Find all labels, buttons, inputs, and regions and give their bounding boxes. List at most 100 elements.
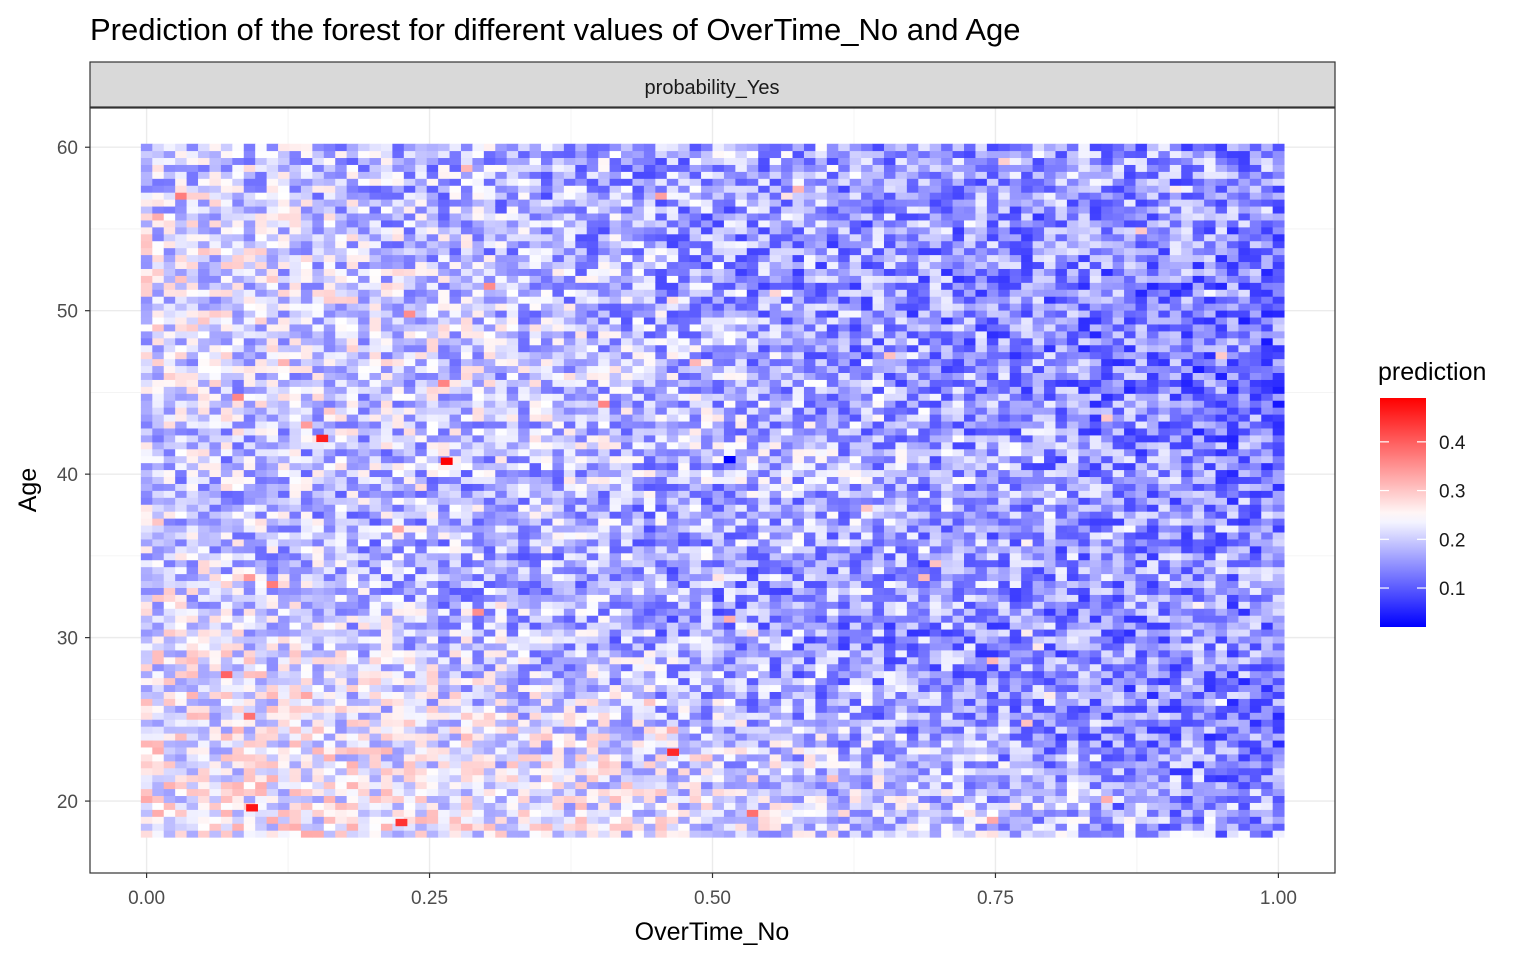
heatmap-tile xyxy=(403,615,416,623)
heatmap-tile xyxy=(438,171,450,179)
heatmap-tile xyxy=(346,344,359,353)
heatmap-tile xyxy=(198,476,210,484)
heatmap-tile xyxy=(140,670,153,679)
heatmap-tile xyxy=(358,358,370,367)
heatmap-tile xyxy=(335,233,348,242)
heatmap-tile xyxy=(552,455,565,464)
heatmap-tile xyxy=(220,171,233,179)
heatmap-tile xyxy=(438,726,450,734)
heatmap-tile xyxy=(438,226,450,235)
heatmap-tile xyxy=(312,795,325,803)
heatmap-tile xyxy=(449,421,462,429)
heatmap-tile xyxy=(335,566,348,575)
heatmap-tile xyxy=(449,802,462,810)
heatmap-tile xyxy=(403,691,416,699)
heatmap-tile xyxy=(278,830,290,838)
heatmap-tile xyxy=(678,823,691,831)
heatmap-tile xyxy=(438,691,450,699)
heatmap-tile xyxy=(632,518,645,526)
heatmap-tile xyxy=(575,462,588,471)
heatmap-tile xyxy=(415,698,428,706)
heatmap-tile xyxy=(266,774,279,783)
heatmap-tile xyxy=(563,303,576,311)
heatmap-tile xyxy=(163,615,176,623)
heatmap-tile xyxy=(655,552,668,561)
heatmap-tile xyxy=(163,580,176,588)
heatmap-tile xyxy=(632,268,645,276)
heatmap-tile xyxy=(186,511,199,519)
heatmap-tile xyxy=(632,261,645,269)
heatmap-tile xyxy=(506,358,519,367)
heatmap-tile xyxy=(198,788,210,797)
heatmap-tile xyxy=(472,185,485,193)
heatmap-tile xyxy=(701,441,713,450)
heatmap-tile xyxy=(152,143,165,152)
heatmap-tile xyxy=(621,504,633,512)
heatmap-tile xyxy=(152,372,165,380)
heatmap-tile xyxy=(506,629,519,637)
heatmap-tile xyxy=(586,344,599,353)
heatmap-tile xyxy=(598,171,610,179)
heatmap-tile xyxy=(609,351,622,360)
heatmap-tile xyxy=(175,726,187,734)
heatmap-tile xyxy=(552,643,565,651)
heatmap-tile xyxy=(541,476,553,484)
heatmap-tile xyxy=(243,240,256,249)
heatmap-tile xyxy=(666,462,679,471)
heatmap-tile xyxy=(243,670,256,679)
heatmap-tile xyxy=(186,435,199,443)
heatmap-tile xyxy=(140,206,153,214)
heatmap-tile xyxy=(643,254,656,263)
heatmap-tile xyxy=(609,178,622,186)
heatmap-tile xyxy=(655,532,668,540)
heatmap-tile xyxy=(483,677,496,686)
heatmap-tile xyxy=(198,684,210,692)
heatmap-tile xyxy=(632,504,645,512)
heatmap-tile xyxy=(369,629,382,637)
heatmap-tile xyxy=(426,643,439,651)
heatmap-tile xyxy=(358,199,370,207)
heatmap-tile xyxy=(403,587,416,595)
heatmap-tile xyxy=(380,511,393,519)
heatmap-tile xyxy=(243,629,256,637)
heatmap-tile xyxy=(300,240,313,249)
heatmap-tile xyxy=(609,393,622,401)
heatmap-tile xyxy=(655,435,668,443)
heatmap-tile xyxy=(483,407,496,415)
heatmap-tile xyxy=(312,226,325,235)
heatmap-tile xyxy=(586,594,599,602)
heatmap-tile xyxy=(586,747,599,755)
heatmap-tile xyxy=(438,670,450,679)
heatmap-tile xyxy=(621,587,633,595)
heatmap-tile xyxy=(598,754,610,762)
heatmap-tile xyxy=(563,462,576,471)
heatmap-tile xyxy=(198,615,210,623)
heatmap-tile xyxy=(335,240,348,249)
heatmap-tile xyxy=(289,441,302,450)
heatmap-tile xyxy=(586,324,599,332)
heatmap-tile xyxy=(678,296,691,304)
heatmap-tile xyxy=(609,677,622,686)
heatmap-tile xyxy=(575,275,588,283)
heatmap-tile xyxy=(518,289,530,297)
heatmap-tile xyxy=(506,774,519,783)
heatmap-tile xyxy=(335,788,348,797)
heatmap-tile xyxy=(689,428,702,436)
heatmap-tile xyxy=(609,781,622,790)
heatmap-tile xyxy=(678,386,691,394)
heatmap-tile xyxy=(460,414,473,422)
heatmap-tile xyxy=(483,365,496,373)
heatmap-tile xyxy=(495,261,508,269)
heatmap-tile xyxy=(243,233,256,242)
heatmap-tile xyxy=(541,365,553,373)
heatmap-tile xyxy=(163,587,176,595)
heatmap-tile xyxy=(632,573,645,582)
heatmap-tile xyxy=(278,365,290,373)
heatmap-tile xyxy=(232,670,245,679)
heatmap-tile xyxy=(403,705,416,713)
heatmap-tile xyxy=(643,171,656,179)
heatmap-tile xyxy=(209,331,222,339)
heatmap-tile xyxy=(209,532,222,540)
heatmap-tile xyxy=(701,656,713,665)
heatmap-tile xyxy=(255,767,268,776)
